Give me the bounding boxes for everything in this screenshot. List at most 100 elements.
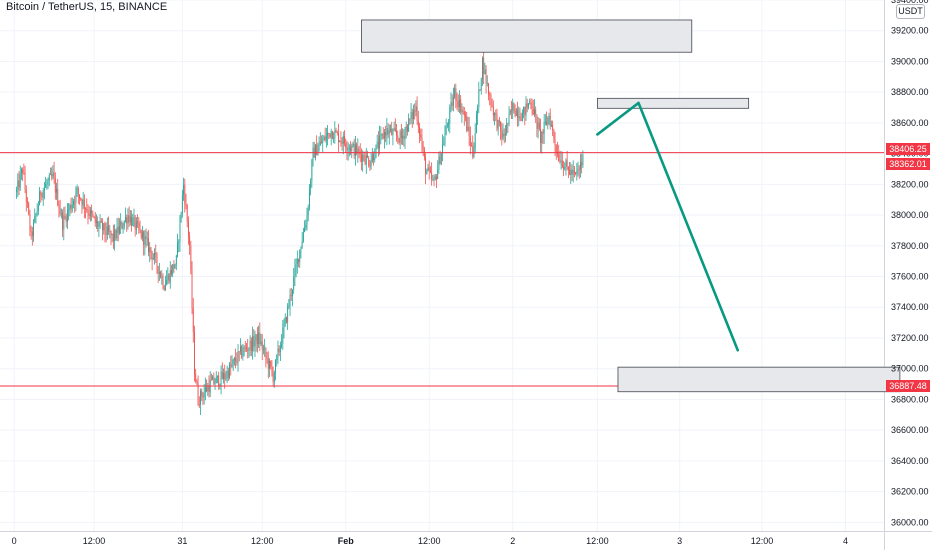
candle-body [160, 272, 162, 278]
candle-body [564, 166, 566, 169]
candle-body [540, 128, 541, 144]
candle-body [41, 195, 43, 198]
candle-body [307, 207, 309, 216]
candle-body [318, 144, 320, 150]
candle-body [421, 137, 423, 146]
candle-body [563, 167, 564, 169]
price-tick-label: 39400.00 [891, 0, 929, 5]
candle-body [440, 153, 442, 164]
candle-body [217, 375, 218, 377]
time-tick-label: 12:00 [251, 536, 274, 546]
candle-body [141, 231, 143, 238]
candle-body [490, 95, 492, 106]
candle-body [272, 372, 274, 383]
candle-body [304, 228, 306, 233]
candle-body [316, 144, 318, 156]
candle-body [198, 404, 200, 406]
candle-body [43, 187, 45, 191]
candle-body [133, 217, 135, 219]
candle-body [294, 267, 296, 277]
candle-body [299, 249, 301, 263]
candle-body [76, 187, 78, 192]
time-tick-label: 12:00 [586, 536, 609, 546]
candle-body [273, 372, 275, 383]
candle-body [100, 220, 102, 223]
candle-body [19, 173, 21, 188]
candle-body [110, 231, 112, 236]
candle-body [48, 174, 50, 181]
candle-body [482, 57, 483, 79]
candle-body [428, 167, 430, 171]
candle-body [396, 131, 397, 136]
candle-body [500, 121, 502, 131]
candle-body [409, 118, 411, 120]
candle-body [483, 57, 485, 75]
candle-body [373, 154, 374, 161]
candle-body [445, 125, 447, 135]
candle-body [114, 229, 116, 242]
candle-body [517, 109, 518, 118]
candle-body [139, 228, 141, 231]
candle-body [420, 134, 422, 138]
candle-body [331, 130, 333, 139]
candle-body [191, 270, 193, 309]
candle-body [168, 274, 170, 282]
candle-body [423, 149, 425, 158]
currency-label[interactable]: USDT [896, 4, 925, 19]
candle-body [91, 210, 93, 214]
candle-body [370, 161, 372, 167]
candle-body [558, 153, 560, 161]
candle-body [290, 294, 292, 296]
candle-body [544, 121, 546, 123]
candle-body [520, 119, 522, 121]
candle-body [161, 276, 163, 278]
candle-body [121, 222, 123, 229]
candle-body [146, 238, 148, 240]
candle-body [367, 155, 368, 158]
candle-body [40, 191, 42, 196]
candle-body [265, 348, 267, 357]
price-tick-label: 36400.00 [891, 456, 929, 466]
candle-body [368, 157, 370, 166]
candle-body [128, 215, 130, 223]
candle-body [525, 103, 527, 116]
candle-body [460, 99, 462, 113]
candle-body [164, 284, 166, 290]
candle-body [58, 205, 60, 210]
candle-body [102, 222, 103, 231]
candle-body [204, 387, 206, 393]
candle-body [89, 210, 91, 216]
candle-body [357, 148, 359, 154]
candle-body [111, 233, 113, 236]
candle-body [157, 266, 159, 274]
candle-body [536, 114, 538, 129]
candle-body [77, 187, 79, 195]
candle-body [503, 133, 505, 136]
candle-body [80, 198, 82, 200]
candle-body [498, 119, 500, 122]
symbol-title[interactable]: Bitcoin / TetherUS, 15, BINANCE [6, 1, 168, 13]
candle-body [416, 106, 418, 122]
candle-body [450, 102, 452, 108]
projection-path [596, 101, 740, 352]
candle-body [125, 217, 126, 221]
candle-body [425, 157, 427, 175]
candle-body [566, 160, 568, 167]
candle-body [151, 252, 153, 260]
price-tick-label: 37000.00 [891, 364, 929, 374]
candle-body [194, 332, 195, 374]
candle-body [494, 113, 495, 116]
candle-body [342, 136, 344, 144]
candle-body [149, 247, 151, 253]
candle-body [475, 114, 477, 134]
candle-body [398, 138, 400, 143]
candle-body [105, 232, 107, 235]
price-tick-label: 37600.00 [891, 272, 929, 282]
price-tick-label: 38000.00 [891, 210, 929, 220]
candle-body [419, 126, 420, 135]
candle-body [518, 116, 520, 118]
candle-body [537, 122, 539, 129]
candle-body [60, 212, 62, 214]
